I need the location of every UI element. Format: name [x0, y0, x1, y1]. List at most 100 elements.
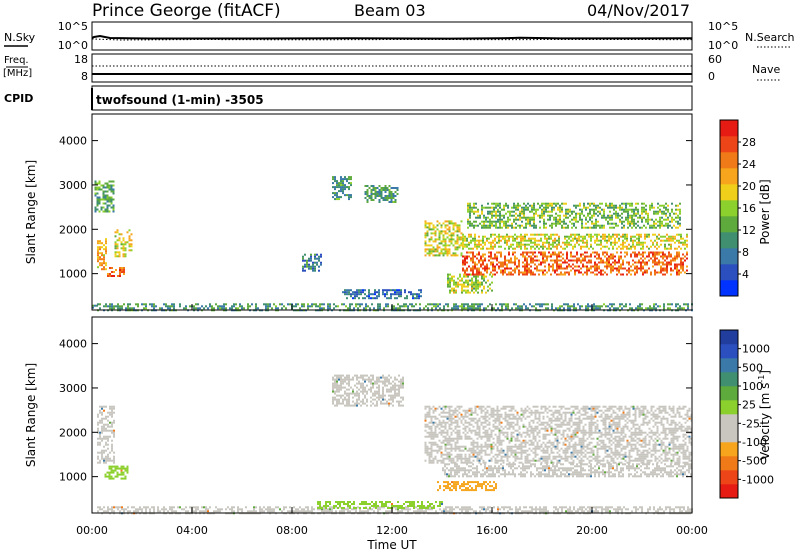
data-cell — [529, 220, 531, 223]
data-cell — [477, 279, 479, 282]
data-cell — [475, 289, 477, 292]
data-cell — [426, 413, 429, 416]
data-cell — [594, 265, 596, 268]
data-cell — [521, 206, 523, 209]
data-cell — [467, 218, 469, 221]
data-cell — [508, 239, 510, 242]
data-cell — [522, 265, 524, 268]
data-cell — [659, 204, 661, 207]
data-cell — [557, 220, 559, 223]
data-cell — [462, 267, 464, 270]
data-cell — [104, 473, 107, 476]
data-cell — [301, 508, 303, 511]
data-cell — [113, 506, 115, 509]
data-cell — [479, 281, 481, 284]
data-cell — [370, 378, 372, 381]
data-cell — [465, 289, 467, 292]
data-cell — [432, 421, 435, 424]
data-cell — [119, 275, 121, 277]
data-cell — [390, 195, 393, 197]
data-cell — [534, 255, 536, 258]
data-cell — [525, 216, 527, 219]
nave-label: Nave — [752, 63, 780, 76]
data-cell — [436, 224, 439, 227]
data-cell — [342, 184, 344, 187]
data-cell — [487, 210, 489, 213]
data-cell — [624, 255, 626, 258]
data-cell — [167, 510, 169, 513]
data-cell — [512, 243, 514, 246]
data-cell — [444, 415, 447, 418]
data-cell — [538, 247, 540, 250]
data-cell — [310, 267, 312, 270]
data-cell — [608, 233, 610, 236]
data-cell — [436, 451, 439, 454]
data-cell — [681, 506, 683, 509]
data-cell — [334, 178, 336, 181]
data-cell — [173, 510, 175, 513]
data-cell — [448, 417, 451, 420]
data-cell — [595, 305, 597, 308]
data-cell — [103, 244, 105, 247]
data-cell — [662, 255, 664, 258]
data-cell — [384, 394, 386, 397]
data-cell — [590, 255, 592, 258]
data-cell — [415, 506, 417, 509]
data-cell — [348, 291, 350, 294]
data-cell — [633, 210, 635, 213]
data-cell — [356, 382, 358, 385]
data-cell — [171, 506, 173, 509]
data-cell — [347, 510, 349, 513]
data-cell — [452, 411, 455, 414]
data-cell — [613, 226, 615, 229]
data-cell — [440, 461, 443, 464]
data-cell — [382, 386, 384, 389]
data-cell — [112, 469, 115, 472]
data-cell — [400, 291, 402, 294]
data-cell — [161, 307, 163, 310]
data-cell — [501, 506, 503, 509]
data-cell — [103, 427, 105, 430]
data-cell — [599, 206, 601, 209]
data-cell — [615, 212, 617, 215]
data-cell — [607, 508, 609, 511]
data-cell — [442, 222, 445, 225]
data-cell — [562, 257, 564, 260]
data-cell — [608, 261, 610, 264]
data-cell — [197, 307, 199, 310]
data-cell — [513, 210, 515, 213]
data-cell — [662, 263, 664, 266]
data-cell — [408, 291, 410, 294]
data-cell — [606, 261, 608, 264]
data-cell — [439, 508, 441, 511]
data-cell — [465, 291, 467, 294]
data-cell — [586, 255, 588, 258]
data-cell — [105, 264, 107, 267]
data-cell — [548, 243, 550, 246]
data-cell — [440, 451, 443, 454]
data-cell — [412, 293, 414, 296]
data-cell — [642, 251, 644, 254]
data-cell — [621, 206, 623, 209]
data-cell — [452, 413, 455, 416]
data-cell — [108, 186, 111, 189]
data-cell — [378, 384, 380, 387]
data-cell — [473, 275, 475, 278]
data-cell — [631, 218, 633, 221]
data-cell — [459, 273, 461, 276]
data-cell — [586, 261, 588, 264]
data-cell — [574, 255, 576, 258]
data-cell — [564, 247, 566, 250]
data-cell — [394, 390, 396, 393]
data-cell — [651, 307, 653, 310]
data-cell — [606, 245, 608, 248]
data-cell — [450, 409, 453, 412]
data-cell — [456, 226, 459, 229]
data-cell — [255, 506, 257, 509]
data-cell — [487, 212, 489, 215]
data-cell — [434, 240, 437, 243]
data-cell — [97, 303, 99, 306]
data-cell — [426, 431, 429, 434]
data-cell — [116, 247, 119, 250]
data-cell — [644, 257, 646, 260]
